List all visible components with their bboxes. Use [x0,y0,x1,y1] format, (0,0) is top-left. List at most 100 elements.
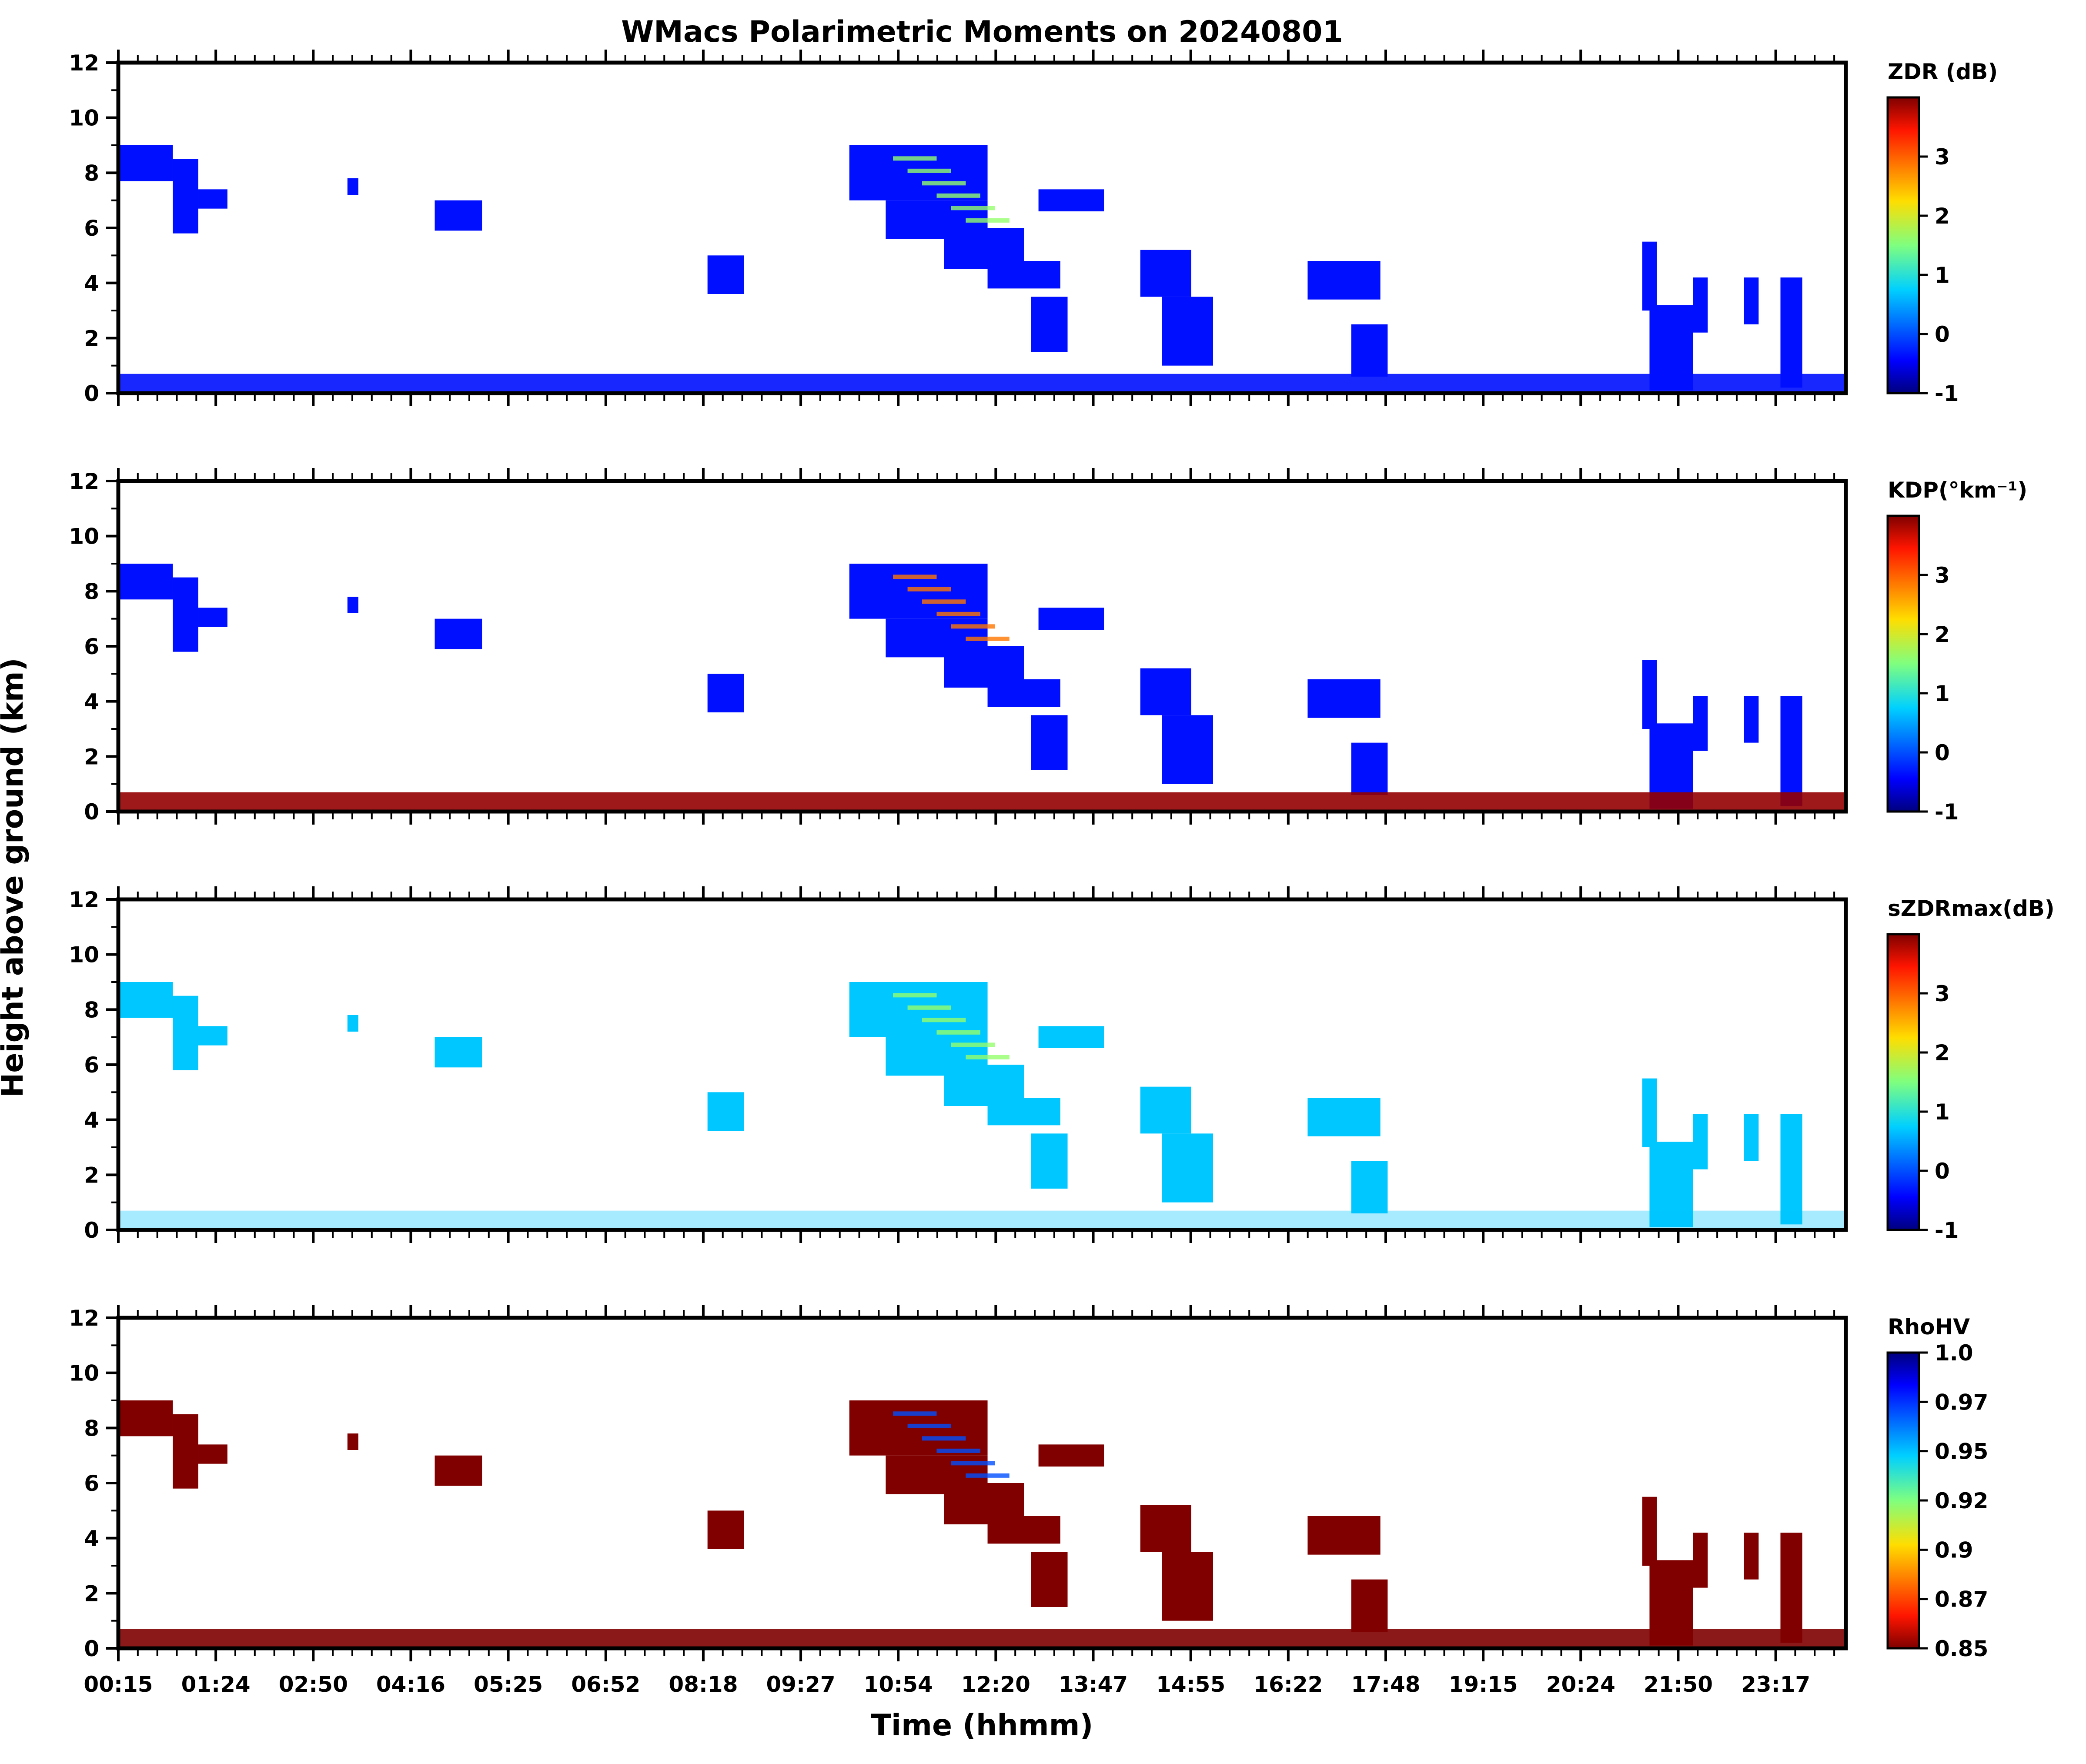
colorbar-rhohv [1886,1351,1920,1650]
echo-streak [922,181,966,186]
echo-region [707,674,744,712]
x-tick-label: 16:22 [1254,1672,1323,1697]
echo-region [1038,1444,1104,1467]
y-tick-label: 4 [84,271,99,296]
echo-region [1780,696,1802,806]
colorbar-tick-label: 1.0 [1935,1340,1973,1366]
x-tick-label: 06:52 [571,1672,640,1697]
y-tick-label: 12 [69,1306,99,1331]
echo-region [198,189,227,209]
echo-region [1642,241,1657,311]
echo-region [1351,1161,1388,1213]
colorbar-tick-label: -1 [1935,1218,1959,1243]
echo-region [1140,668,1191,715]
echo-region [1642,660,1657,729]
echo-region [987,1098,1060,1126]
surface-layer [118,1210,1846,1230]
y-tick-label: 4 [84,689,99,715]
echo-region [707,1092,744,1131]
echo-region [1744,696,1759,743]
echo-streak [966,1473,1010,1478]
echo-streak [951,1042,995,1047]
colorbar-szdrmax [1886,933,1920,1231]
echo-region [1031,1133,1068,1189]
echo-region [987,679,1060,707]
y-tick-label: 4 [84,1526,99,1551]
echo-streak [907,1423,951,1428]
echo-streak [936,193,980,198]
echo-region [173,577,198,652]
y-tick-label: 8 [84,997,99,1022]
y-tick-label: 8 [84,1416,99,1441]
y-tick-label: 12 [69,887,99,912]
y-tick-label: 6 [84,634,99,659]
echo-region [1307,1098,1381,1136]
echo-region [1162,1133,1213,1203]
echo-region [1031,715,1068,770]
y-tick-label: 6 [84,1052,99,1078]
echo-streak [966,218,1010,223]
echo-region [707,1510,744,1549]
echo-region [1140,250,1191,297]
echo-region [1031,1552,1068,1607]
echo-region [1038,608,1104,630]
echo-streak [966,1055,1010,1059]
echo-region [1693,1533,1708,1588]
surface-layer [118,792,1846,812]
echo-region [198,608,227,627]
echo-region [1140,1505,1191,1552]
echo-region [347,178,358,195]
y-tick-label: 2 [84,1581,99,1606]
echo-region [1351,742,1388,795]
echo-region [987,1516,1060,1544]
echo-region [198,1444,227,1464]
colorbar-kdp [1886,514,1920,813]
x-tick-label: 20:24 [1546,1672,1615,1697]
y-tick-label: 12 [69,50,99,76]
y-tick-label: 0 [84,799,99,825]
echo-streak [922,1018,966,1022]
echo-region [1693,1114,1708,1169]
echo-region [1744,1114,1759,1161]
colorbar-tick-label: 2 [1935,204,1950,229]
colorbar-label: KDP(°km⁻¹) [1888,478,2027,503]
echo-region [1162,297,1213,366]
echo-streak [951,1461,995,1466]
y-tick-label: 0 [84,1218,99,1243]
echo-streak [907,587,951,591]
y-tick-label: 6 [84,216,99,241]
echo-region [1038,189,1104,211]
x-tick-label: 02:50 [279,1672,348,1697]
echo-streak [907,168,951,173]
colorbar-tick-label: 1 [1935,263,1950,288]
echo-region [1307,679,1381,718]
y-tick-label: 0 [84,1636,99,1661]
echo-streak [936,1030,980,1035]
echo-region [1307,1516,1381,1555]
echo-streak [922,599,966,604]
chart-title: WMacs Polarimetric Moments on 20240801 [621,15,1343,49]
y-tick-label: 10 [69,106,99,131]
echo-region [1642,1078,1657,1147]
x-tick-label: 19:15 [1449,1672,1518,1697]
colorbar-label: RhoHV [1888,1314,1970,1340]
x-tick-label: 21:50 [1644,1672,1713,1697]
echo-region [1780,277,1802,388]
echo-streak [966,636,1010,641]
echo-region [1780,1114,1802,1225]
colorbar-label: sZDRmax(dB) [1888,896,2055,921]
colorbar-tick-label: 0.97 [1935,1390,1988,1415]
echo-region [1744,1533,1759,1580]
echo-region [347,597,358,613]
y-tick-label: 12 [69,469,99,494]
panel-rhohv: 0 2 4 6 8 10 12 00:15 01:24 02:50 04:16 05:25 06:52 0… [69,1305,1988,1697]
echo-region [987,261,1060,289]
colorbar-tick-label: 0 [1935,740,1950,765]
colorbar-label: ZDR (dB) [1888,59,1998,84]
surface-layer [118,374,1846,393]
echo-streak [893,156,937,161]
